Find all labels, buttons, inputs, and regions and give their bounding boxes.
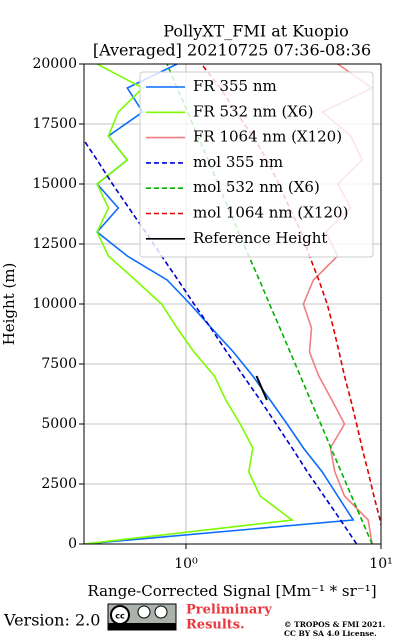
series-line (200, 64, 381, 529)
cc-badge: cc (107, 603, 177, 631)
legend-label: mol 355 nm (193, 153, 283, 171)
version: Version: 2.0 (3, 611, 100, 630)
chart-title: PollyXT_FMI at Kuopio (163, 22, 349, 41)
series-line (84, 64, 295, 544)
copyright: CC BY SA 4.0 License. (284, 629, 377, 638)
legend: FR 355 nm FR 532 nm (X6) FR 1064 nm (X120)… (139, 71, 374, 258)
x-tick-label: 10⁰ (174, 556, 198, 572)
legend-label: FR 1064 nm (X120) (193, 128, 342, 146)
series-line (255, 375, 268, 401)
chart-subtitle: [Averaged] 20210725 07:36-08:36 (93, 41, 371, 60)
legend-label: mol 1064 nm (X120) (193, 204, 348, 222)
y-tick-label: 0 (68, 536, 77, 552)
notice: Preliminary (186, 603, 272, 618)
x-tick-label: 10¹ (369, 556, 392, 572)
legend-label: FR 532 nm (X6) (193, 102, 313, 120)
copyright: © TROPOS & FMI 2021. (284, 620, 385, 629)
notice: Results. (186, 618, 245, 633)
y-tick-label: 5000 (41, 416, 77, 432)
legend-label: Reference Height (193, 229, 327, 247)
y-tick-label: 15000 (32, 176, 77, 192)
svg-text:cc: cc (115, 612, 125, 621)
y-tick-label: 20000 (32, 56, 77, 72)
y-axis-label: Height (m) (0, 263, 18, 346)
legend-label: FR 355 nm (193, 77, 277, 95)
legend-box (139, 71, 374, 258)
legend-label: mol 532 nm (X6) (193, 178, 320, 196)
series-line (84, 138, 358, 544)
y-tick-label: 10000 (32, 296, 77, 312)
y-tick-label: 2500 (41, 476, 77, 492)
y-tick-label: 7500 (41, 356, 77, 372)
x-axis-label: Range-Corrected Signal [Mm⁻¹ * sr⁻¹] (87, 582, 376, 600)
y-tick-label: 12500 (32, 236, 77, 252)
y-tick-label: 17500 (32, 116, 77, 132)
